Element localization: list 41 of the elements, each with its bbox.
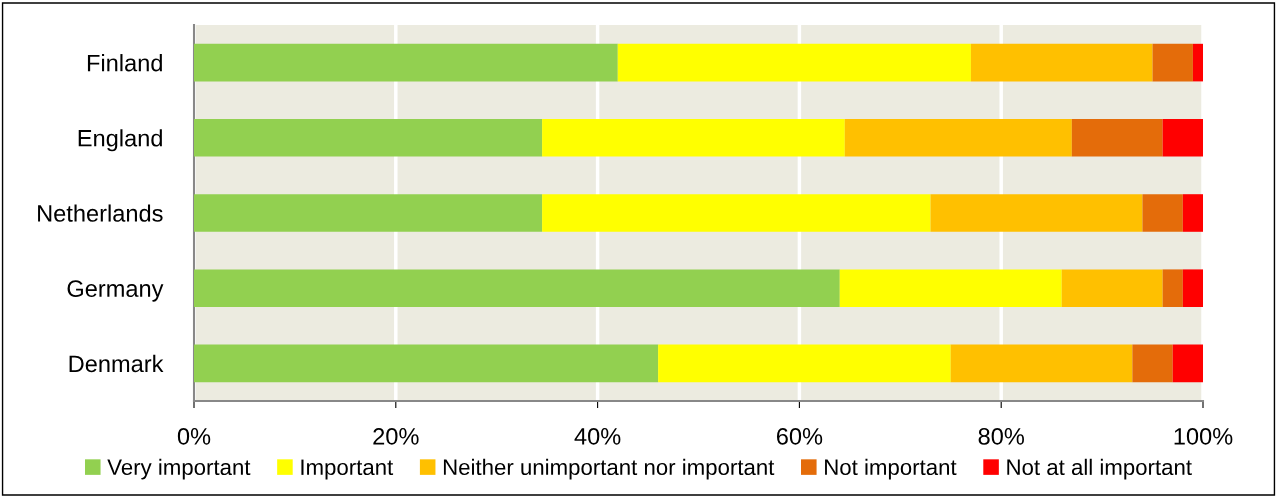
x-tick-label: 60% — [776, 428, 823, 445]
bar — [1071, 119, 1163, 157]
bar — [194, 344, 659, 383]
bar — [1152, 43, 1193, 82]
x-tick-label: 100% — [1174, 428, 1233, 445]
bar — [658, 344, 951, 383]
y-tick-label: England — [78, 129, 162, 152]
x-tick-label: 80% — [978, 428, 1024, 445]
bar — [194, 43, 618, 82]
bar — [1061, 269, 1163, 307]
x-tick-label: 0% — [177, 428, 211, 445]
bar — [950, 344, 1133, 383]
bar — [930, 194, 1143, 232]
y-tick-label: Germany — [67, 280, 164, 302]
y-tick-label: Netherlands — [38, 204, 163, 222]
legend-label: Very important — [107, 458, 251, 480]
bar — [839, 269, 1062, 307]
bar — [1182, 269, 1203, 307]
y-tick-label: Denmark — [69, 354, 164, 373]
bar — [542, 194, 931, 232]
legend-label: Neither unimportant nor important — [443, 458, 775, 480]
legend-label: Not at all important — [1007, 458, 1192, 480]
bar — [194, 119, 543, 157]
bar — [194, 269, 840, 307]
bar — [970, 43, 1153, 82]
bar — [194, 194, 543, 232]
bar — [542, 119, 845, 157]
bar — [1142, 194, 1183, 232]
bar — [1162, 269, 1183, 307]
legend-label: Not important — [825, 458, 957, 480]
bar — [1192, 43, 1203, 82]
x-tick-label: 20% — [373, 428, 419, 445]
legend-label: Important — [301, 459, 394, 480]
bar — [1182, 194, 1203, 232]
y-tick-label: Finland — [87, 54, 162, 72]
bar — [617, 43, 971, 82]
bar — [1132, 344, 1173, 383]
bar — [1162, 119, 1203, 157]
bar — [844, 119, 1072, 157]
x-tick-label: 40% — [574, 428, 621, 445]
bar — [1172, 344, 1203, 383]
